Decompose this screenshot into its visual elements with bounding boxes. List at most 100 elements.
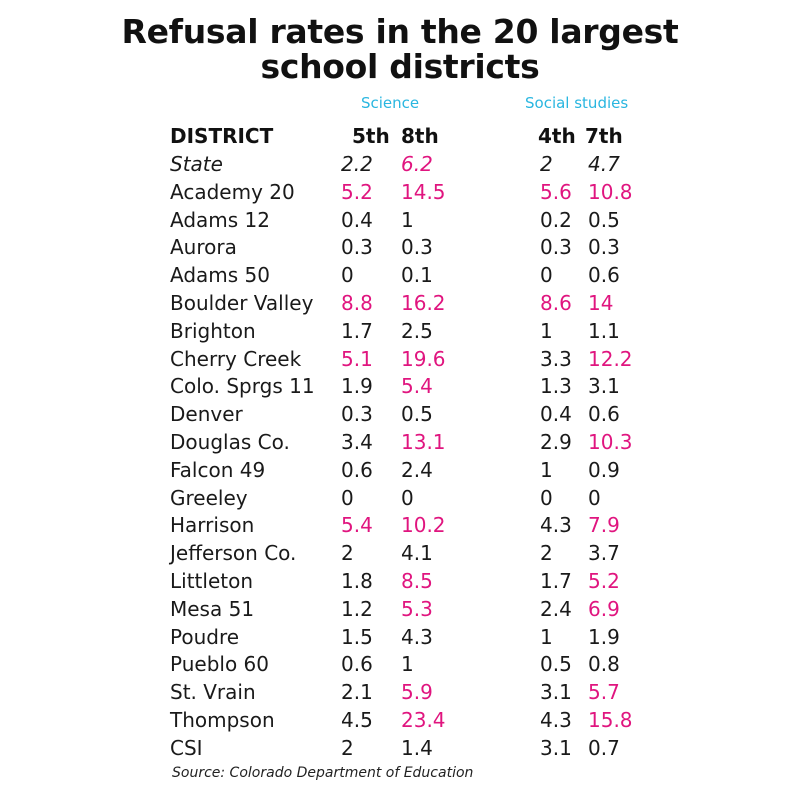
social-4th-value: 1 — [540, 457, 553, 482]
table-row: Adams 12 0.4 1 0.2 0.5 — [0, 208, 800, 236]
social-4th-value: 0.3 — [540, 235, 572, 260]
social-4th-value: 2 — [540, 152, 553, 176]
science-8th-value: 0 — [401, 485, 414, 510]
district-name: Aurora — [170, 235, 237, 260]
source-note: Source: Colorado Department of Education — [172, 765, 474, 781]
social-4th-value: 1.7 — [540, 569, 572, 593]
district-name: Cherry Creek — [170, 346, 302, 371]
science-8th-value: 5.4 — [401, 374, 433, 399]
table-row: Cherry Creek 5.1 19.6 3.3 12.2 — [0, 347, 800, 375]
science-5th-value: 3.4 — [341, 430, 373, 454]
social-7th-value: 1.1 — [588, 318, 620, 343]
science-5th-value: 5.2 — [341, 179, 373, 204]
district-name: St. Vrain — [170, 680, 256, 705]
science-8th-value: 14.5 — [401, 179, 446, 204]
social-7th-value: 5.7 — [588, 680, 620, 705]
social-7th-value: 0.8 — [588, 652, 620, 677]
social-4th-value: 5.6 — [540, 179, 572, 204]
social-4th-value: 3.3 — [540, 346, 572, 371]
social-7th-value: 0.7 — [588, 735, 620, 760]
table-row: CSI 2 1.4 3.1 0.7 — [0, 736, 800, 764]
district-name: State — [170, 152, 223, 176]
science-5th-value: 0.6 — [341, 652, 373, 677]
social-7th-value: 0.9 — [588, 457, 620, 482]
social-7th-value: 7.9 — [588, 513, 620, 538]
science-8th-value: 6.2 — [401, 152, 433, 176]
social-4th-value: 8.6 — [540, 291, 572, 315]
table-row: Littleton 1.8 8.5 1.7 5.2 — [0, 569, 800, 597]
district-name: Douglas Co. — [170, 430, 290, 454]
social-7th-value: 3.7 — [588, 541, 620, 566]
district-name: Colo. Sprgs 11 — [170, 374, 315, 399]
table-row: Douglas Co. 3.4 13.1 2.9 10.3 — [0, 430, 800, 458]
table-row: Poudre 1.5 4.3 1 1.9 — [0, 625, 800, 653]
social-4th-value: 1 — [540, 318, 553, 343]
science-8th-value: 2.4 — [401, 457, 433, 482]
social-7th-value: 0 — [588, 485, 601, 510]
science-5th-value: 1.5 — [341, 624, 373, 649]
district-name: Falcon 49 — [170, 457, 266, 482]
district-name: Pueblo 60 — [170, 652, 269, 677]
district-column-header: DISTRICT — [170, 124, 274, 148]
table-row: Greeley 0 0 0 0 — [0, 486, 800, 514]
table-row: Colo. Sprgs 11 1.9 5.4 1.3 3.1 — [0, 374, 800, 402]
science-8th-value: 8.5 — [401, 569, 433, 593]
district-name: Denver — [170, 402, 243, 427]
table-row: State 2.2 6.2 2 4.7 — [0, 152, 800, 180]
science-5th-value: 0.4 — [341, 207, 373, 232]
table-row: Denver 0.3 0.5 0.4 0.6 — [0, 402, 800, 430]
district-name: CSI — [170, 735, 203, 760]
social-7th-value: 10.3 — [588, 430, 633, 454]
science-8th-value: 16.2 — [401, 291, 446, 315]
science-8th-value: 0.1 — [401, 263, 433, 288]
science-5th-value: 2 — [341, 735, 354, 760]
district-name: Jefferson Co. — [170, 541, 297, 566]
table-row: Jefferson Co. 2 4.1 2 3.7 — [0, 541, 800, 569]
district-name: Mesa 51 — [170, 596, 255, 621]
table-row: Aurora 0.3 0.3 0.3 0.3 — [0, 235, 800, 263]
district-name: Harrison — [170, 513, 255, 538]
social-4th-value: 0 — [540, 263, 553, 288]
table-row: Brighton 1.7 2.5 1 1.1 — [0, 319, 800, 347]
science-8th-value: 4.1 — [401, 541, 433, 566]
science-5th-column-header: 5th — [352, 124, 390, 148]
science-5th-value: 8.8 — [341, 291, 373, 315]
district-name: Littleton — [170, 569, 253, 593]
science-8th-value: 1 — [401, 652, 414, 677]
table-row: Harrison 5.4 10.2 4.3 7.9 — [0, 513, 800, 541]
science-8th-value: 1 — [401, 207, 414, 232]
social-4th-value: 0 — [540, 485, 553, 510]
science-8th-value: 2.5 — [401, 318, 433, 343]
science-5th-value: 4.5 — [341, 708, 373, 732]
social-studies-group-label: Social studies — [525, 94, 629, 112]
social-7th-value: 15.8 — [588, 708, 633, 732]
social-7th-value: 0.6 — [588, 402, 620, 427]
science-5th-value: 0.6 — [341, 457, 373, 482]
social-4th-value: 2.9 — [540, 430, 572, 454]
science-5th-value: 0.3 — [341, 235, 373, 260]
science-5th-value: 2 — [341, 541, 354, 566]
district-name: Brighton — [170, 318, 256, 343]
social-4th-value: 0.2 — [540, 207, 572, 232]
social-4th-value: 2 — [540, 541, 553, 566]
social-7th-value: 14 — [588, 291, 614, 315]
social-4th-value: 0.4 — [540, 402, 572, 427]
science-group-label: Science — [361, 94, 420, 112]
district-name: Boulder Valley — [170, 291, 314, 315]
table-row: Boulder Valley 8.8 16.2 8.6 14 — [0, 291, 800, 319]
science-8th-value: 0.3 — [401, 235, 433, 260]
chart-title-line-1: Refusal rates in the 20 largest — [121, 12, 679, 51]
district-name: Thompson — [170, 708, 275, 732]
social-7th-value: 0.6 — [588, 263, 620, 288]
table-row: Academy 20 5.2 14.5 5.6 10.8 — [0, 180, 800, 208]
science-8th-value: 13.1 — [401, 430, 446, 454]
social-7th-value: 10.8 — [588, 179, 633, 204]
science-5th-value: 0 — [341, 485, 354, 510]
social-4th-value: 0.5 — [540, 652, 572, 677]
science-5th-value: 2.1 — [341, 680, 373, 705]
social-7th-value: 12.2 — [588, 346, 633, 371]
social-4th-value: 4.3 — [540, 513, 572, 538]
district-name: Adams 12 — [170, 207, 270, 232]
social-7th-value: 5.2 — [588, 569, 620, 593]
science-5th-value: 1.7 — [341, 318, 373, 343]
